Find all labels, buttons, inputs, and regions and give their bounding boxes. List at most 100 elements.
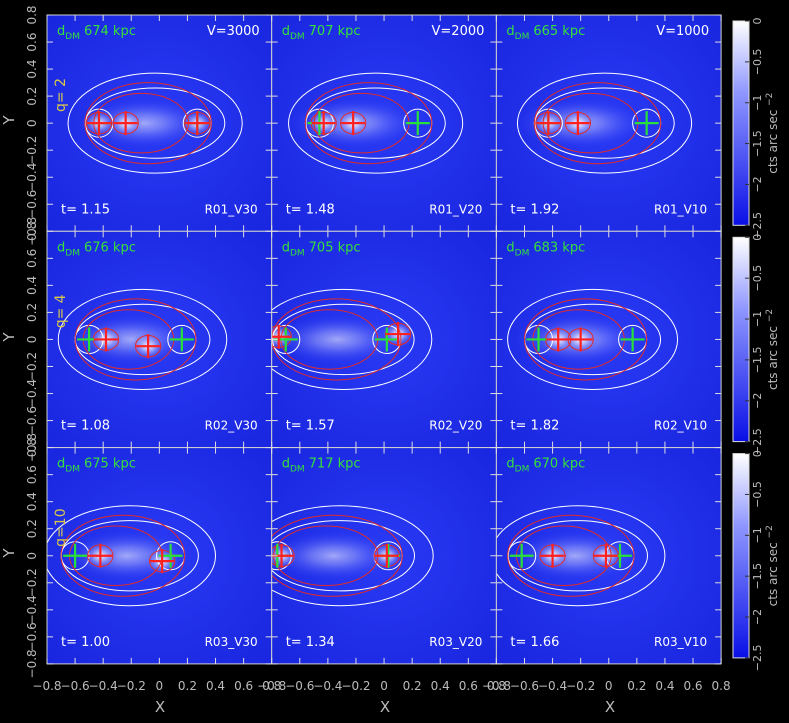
- y-tick-label: −0.4: [25, 163, 39, 192]
- gas-peak-marker: [593, 543, 618, 568]
- time-label: t= 1.82: [510, 419, 559, 434]
- x-tick-label: −0.8: [32, 679, 61, 693]
- xray-contour: [533, 82, 662, 165]
- mass-contour: [84, 87, 226, 159]
- dm-peak-marker: [169, 327, 194, 352]
- mass-ratio-label: q=10: [53, 508, 69, 546]
- gas-glow: [271, 531, 397, 581]
- x-tick-label: −0.6: [61, 679, 90, 693]
- colorbar-tick-label: −1: [751, 527, 764, 543]
- x-tick-label: 0.6: [459, 679, 478, 693]
- run-id-label: R03_V10: [654, 635, 707, 649]
- time-label: t= 1.00: [61, 635, 110, 650]
- gas-peak-marker: [374, 543, 399, 568]
- colorbar-tick-label: −2: [751, 609, 764, 625]
- y-tick-label: 0.4: [25, 492, 39, 511]
- y-tick-label: 0: [25, 552, 39, 560]
- colorbar-tick-label: −2.5: [751, 212, 764, 239]
- run-id-label: R02_V10: [654, 419, 707, 433]
- y-tick-label: −0.8: [25, 649, 39, 678]
- gas-peak-marker: [341, 111, 366, 136]
- time-label: t= 1.15: [61, 202, 110, 217]
- y-axis-label: Y: [0, 115, 18, 126]
- dm-peak-marker: [509, 543, 534, 568]
- gas-peak-marker: [311, 111, 336, 136]
- run-id-label: R01_V30: [205, 202, 258, 216]
- run-id-label: R03_V20: [429, 635, 482, 649]
- dm-peak-marker: [634, 111, 659, 136]
- x-axis-label: X: [380, 698, 390, 716]
- x-tick-label: 0: [380, 679, 388, 693]
- xray-contour: [60, 514, 186, 597]
- colorbar: [732, 236, 750, 443]
- gas-peak-marker: [565, 111, 590, 136]
- mass-contour: [67, 72, 243, 174]
- mass-contour: [507, 520, 649, 592]
- gas-peak-marker: [93, 327, 118, 352]
- colorbar-tick-label: −0.5: [751, 49, 764, 76]
- colorbar-tick-label: −2.5: [751, 428, 764, 455]
- mass-ratio-label: q= 4: [53, 294, 69, 328]
- x-tick-label: 0.4: [206, 679, 225, 693]
- y-tick-label: −0.8: [25, 433, 39, 462]
- y-tick-label: 0.8: [25, 438, 39, 457]
- mass-contour: [47, 505, 216, 607]
- colorbar: [732, 20, 750, 226]
- colorbar-tick-label: −2: [751, 176, 764, 192]
- x-tick-label: 0.6: [234, 679, 253, 693]
- gas-peak-marker: [185, 111, 210, 136]
- colorbar-tick-label: −1.5: [751, 347, 764, 374]
- y-tick-label: −0.4: [25, 595, 39, 624]
- colorbar-tick-label: −2.5: [751, 645, 764, 672]
- x-axis-label: X: [605, 698, 615, 716]
- x-tick-label: −0.2: [117, 679, 146, 693]
- xray-contour: [84, 82, 212, 165]
- colorbars: 0 −0.5 −1 −1.5 −2 −2.5 cts arc sec −2 0 −0.5 −1 −1…: [732, 18, 780, 672]
- time-label: t= 1.57: [286, 419, 335, 434]
- y-tick-label: 0.2: [25, 519, 39, 538]
- gas-peak-marker: [546, 327, 571, 352]
- mass-contour: [288, 72, 464, 174]
- xray-contour: [507, 514, 635, 597]
- run-id-label: R01_V10: [654, 202, 707, 216]
- x-axis-label: X: [155, 698, 165, 716]
- dm-distance-label: dDM 707 kpc: [282, 24, 361, 42]
- mass-contour: [516, 72, 693, 174]
- run-id-label: R02_V20: [429, 419, 482, 433]
- y-tick-label: −0.4: [25, 379, 39, 408]
- dm-peak-marker: [620, 327, 645, 352]
- xray-contour: [271, 514, 403, 597]
- gas-glow: [80, 98, 207, 148]
- gas-peak-marker: [150, 549, 175, 574]
- x-tick-label: 0.8: [712, 679, 731, 693]
- gas-peak-marker: [568, 327, 593, 352]
- mass-contour: [305, 87, 446, 159]
- run-id-label: R01_V20: [429, 202, 482, 216]
- x-tick-label: −0.8: [482, 679, 511, 693]
- y-tick-label: −0.6: [25, 190, 39, 219]
- time-label: t= 1.34: [286, 635, 335, 650]
- colorbar-label: cts arc sec −2: [765, 309, 780, 390]
- time-label: t= 1.92: [510, 202, 559, 217]
- x-tick-label: −0.8: [257, 679, 286, 693]
- x-tick-label: 0.2: [403, 679, 422, 693]
- xray-contour: [271, 298, 402, 381]
- y-tick-label: −0.6: [25, 406, 39, 435]
- dm-distance-label: dDM 665 kpc: [506, 24, 585, 42]
- mass-contour: [507, 288, 679, 390]
- mass-contour: [271, 288, 433, 390]
- mass-contour: [271, 520, 416, 592]
- colorbar-label: cts arc sec −2: [765, 525, 780, 606]
- x-tick-label: −0.6: [510, 679, 539, 693]
- x-tick-label: 0: [605, 679, 613, 693]
- x-tick-label: −0.4: [538, 679, 567, 693]
- y-tick-label: −0.2: [25, 352, 39, 381]
- velocity-label: V=1000: [656, 24, 709, 39]
- y-tick-label: 0.4: [25, 276, 39, 295]
- colorbar-tick-label: −0.5: [751, 265, 764, 292]
- x-tick-label: 0.2: [178, 679, 197, 693]
